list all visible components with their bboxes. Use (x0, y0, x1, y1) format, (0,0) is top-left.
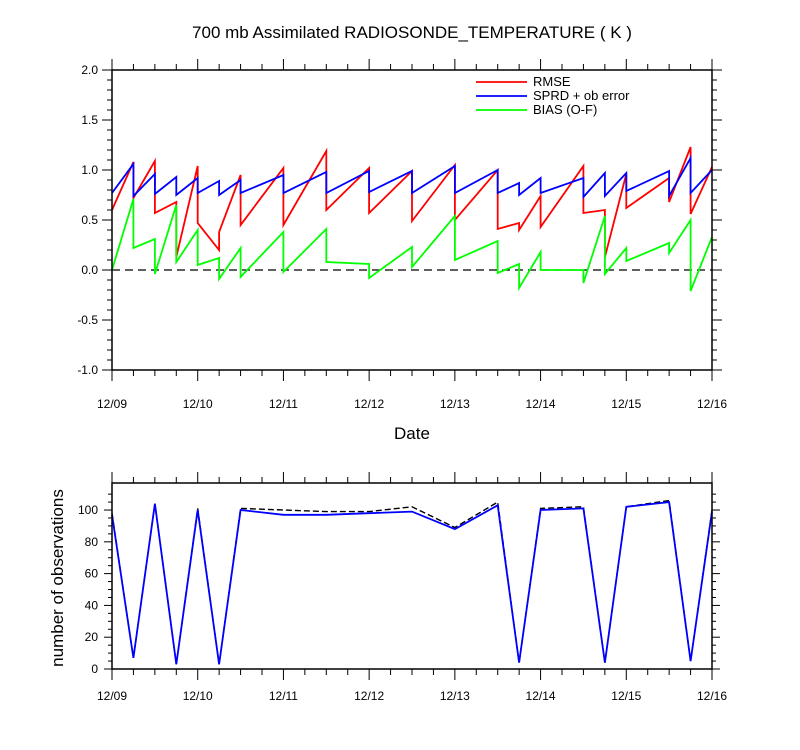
series-line-rmse (111, 146, 713, 258)
x-tick-label: 12/12 (354, 397, 384, 411)
series-line-sprd-ob-error (111, 154, 713, 200)
legend-label: RMSE (533, 74, 571, 89)
y-tick-label: 20 (85, 630, 99, 644)
x-tick-label: 12/15 (611, 689, 641, 703)
y-tick-label: 80 (85, 535, 99, 549)
x-tick-label: 12/09 (97, 397, 127, 411)
legend-label: BIAS (O-F) (533, 102, 597, 117)
y-tick-label: 0.5 (81, 213, 98, 227)
y-tick-label: 1.5 (81, 113, 98, 127)
y-tick-label: 40 (85, 598, 99, 612)
y-tick-label: 2.0 (81, 63, 98, 77)
x-tick-label: 12/13 (440, 397, 470, 411)
x-tick-label: 12/13 (440, 689, 470, 703)
observations-dashed-line (111, 499, 713, 665)
x-tick-label: 12/16 (697, 689, 727, 703)
x-tick-label: 12/14 (526, 689, 556, 703)
x-tick-label: 12/10 (183, 689, 213, 703)
x-tick-label: 12/11 (269, 397, 298, 411)
chart-title: 700 mb Assimilated RADIOSONDE_TEMPERATUR… (192, 23, 632, 42)
y-tick-label: 1.0 (81, 163, 98, 177)
x-tick-label: 12/10 (183, 397, 213, 411)
x-tick-label: 12/12 (354, 689, 384, 703)
y-tick-label: 0.0 (81, 263, 98, 277)
x-tick-label: 12/09 (97, 689, 127, 703)
series-line-bias-o-f (111, 198, 713, 292)
top-x-axis-title: Date (394, 424, 430, 443)
y-tick-label: 100 (78, 503, 98, 517)
top-plot-area: 12/09 12/10 12/11 12/12 12/13 12/14 12/15 12/16… (77, 59, 727, 411)
y-tick-label: 0 (91, 662, 98, 676)
x-tick-label: 12/11 (269, 689, 298, 703)
legend-label: SPRD + ob error (533, 88, 630, 103)
observations-solid-line (111, 501, 713, 665)
x-tick-label: 12/14 (526, 397, 556, 411)
y-tick-label: -1.0 (77, 363, 98, 377)
y-tick-label: 60 (85, 567, 99, 581)
y-tick-label: -0.5 (77, 313, 98, 327)
bottom-plot-area: 12/09 12/10 12/11 12/12 12/13 12/14 12/15 12/16… (78, 472, 727, 703)
x-tick-label: 12/15 (611, 397, 641, 411)
bottom-y-axis-title: number of observations (48, 489, 67, 667)
x-tick-label: 12/16 (697, 397, 727, 411)
